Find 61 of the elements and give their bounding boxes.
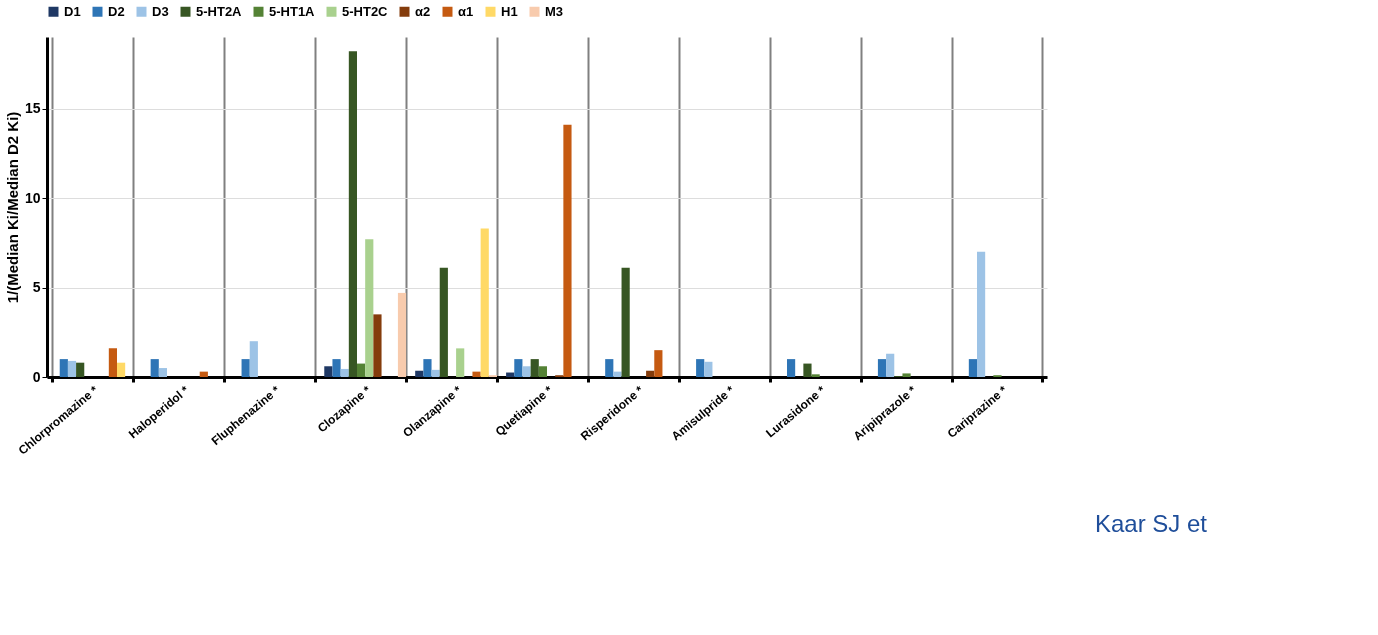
bar [480,228,489,377]
bar [654,350,663,377]
bar [538,366,547,377]
legend-label: D3 [152,3,169,19]
bar [241,359,250,377]
y-tick-label: 0 [32,368,41,385]
bar [158,368,167,377]
legend-label: 5-HT2A [196,3,243,19]
bar [530,359,539,377]
bar [348,51,357,377]
bar [886,353,895,377]
bar [522,366,531,377]
bar [117,362,126,377]
bar [787,359,796,377]
legend-label: 5-HT1A [269,3,316,19]
bar [373,314,382,377]
bar [76,362,85,377]
bar [563,124,572,377]
bar [704,361,713,377]
bar [59,359,68,377]
bar [397,292,407,377]
legend-label: α2 [415,3,431,19]
bar [613,371,622,377]
y-tick-label: 5 [32,279,41,296]
legend-label: α1 [458,3,474,19]
legend-label: D2 [108,3,125,19]
bar [646,370,655,377]
bar [902,373,911,377]
bar [324,366,333,377]
bar [67,360,77,377]
y-tick-label: 15 [24,100,41,117]
legend-label: M3 [545,3,564,19]
bar [415,370,424,377]
bar [332,359,341,377]
y-axis-title: 1/(Median Ki/Median D2 Ki) [3,111,21,304]
bar [357,363,366,377]
bar [977,251,986,377]
bar [605,359,614,377]
bar [423,359,432,377]
bar [811,374,820,377]
bar [439,267,448,377]
bar [514,359,523,377]
bar [340,368,349,377]
legend-label: D1 [64,3,81,19]
bar [365,239,374,377]
legend-label: H1 [501,3,518,19]
bar [431,369,440,377]
bar [150,359,159,377]
bar [877,359,887,377]
bar [696,359,705,377]
bar [472,371,481,377]
bar [621,267,630,377]
bar [249,341,258,377]
y-tick-label: 10 [24,189,41,206]
bar [803,363,812,377]
bar [968,359,977,377]
bar [199,371,208,377]
bar [456,348,465,377]
bar [108,348,117,377]
legend-label: 5-HT2C [342,3,389,19]
text: Kaar SJ et [1094,510,1208,537]
